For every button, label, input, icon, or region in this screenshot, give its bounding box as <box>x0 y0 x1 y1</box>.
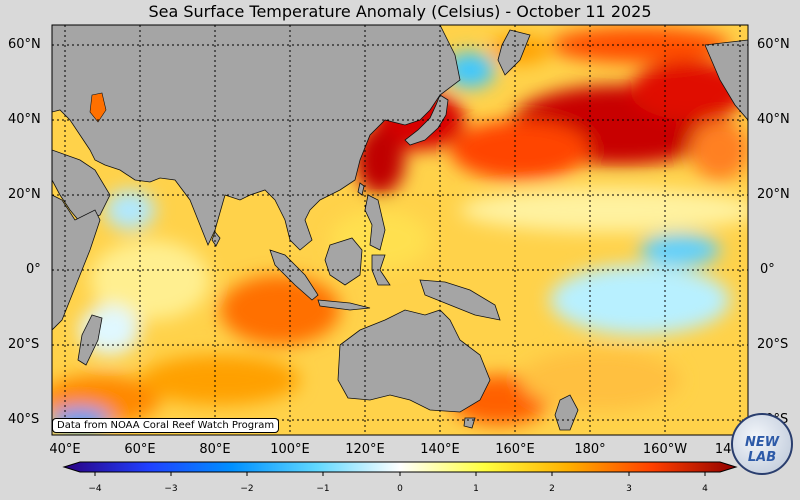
colorbar-tick-label: 4 <box>702 484 708 494</box>
colorbar-tick-label: −4 <box>88 484 102 494</box>
lat-label-left: 0° <box>26 262 41 277</box>
map-title: Sea Surface Temperature Anomaly (Celsius… <box>148 2 652 21</box>
lon-label: 180° <box>574 442 606 457</box>
lat-label-right: 60°N <box>757 37 790 52</box>
lat-label-right: 0° <box>760 262 775 277</box>
lat-label-left: 40°N <box>8 112 41 127</box>
lat-label-right: 40°N <box>757 112 790 127</box>
lon-label: 60°E <box>124 442 156 457</box>
logo-text: NEW LAB <box>744 435 780 465</box>
newlab-logo: NEW LAB <box>731 413 793 475</box>
land-masses <box>52 25 748 431</box>
map-frame <box>51 24 749 436</box>
lon-label: 100°E <box>270 442 310 457</box>
lon-label: 140°E <box>420 442 460 457</box>
lon-label: 160°W <box>642 442 688 457</box>
lat-label-left: 40°S <box>8 412 40 427</box>
lon-label: 160°E <box>495 442 535 457</box>
anomaly-field <box>52 25 748 435</box>
colorbar-tick-label: 1 <box>473 484 479 494</box>
data-credit: Data from NOAA Coral Reef Watch Program <box>52 418 280 433</box>
colorbar <box>62 461 738 473</box>
lat-label-right: 20°S <box>757 337 789 352</box>
lon-label: 40°E <box>49 442 81 457</box>
lat-label-left: 20°S <box>8 337 40 352</box>
lon-label: 120°E <box>345 442 385 457</box>
colorbar-tick-label: 3 <box>626 484 632 494</box>
colorbar-tick-label: 2 <box>549 484 555 494</box>
colorbar-tick-label: −2 <box>240 484 254 494</box>
colorbar-tick-label: −1 <box>316 484 330 494</box>
graticule <box>52 25 748 435</box>
lat-label-right: 20°N <box>757 187 790 202</box>
lon-label: 80°E <box>199 442 231 457</box>
colorbar-tick-label: 0 <box>397 484 403 494</box>
colorbar-tick-label: −3 <box>164 484 178 494</box>
lat-label-left: 20°N <box>8 187 41 202</box>
colorbar-ticks <box>94 472 706 476</box>
lat-label-left: 60°N <box>8 37 41 52</box>
